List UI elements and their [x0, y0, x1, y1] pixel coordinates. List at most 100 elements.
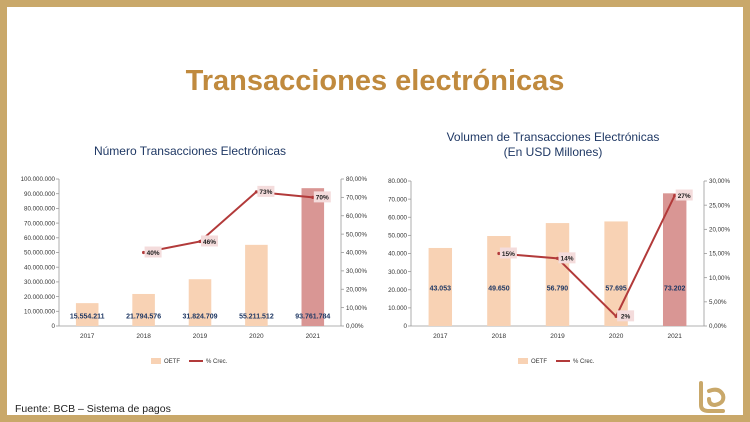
bar-value-label: 57.695 — [605, 286, 627, 293]
y2-tick-label: 0,00% — [709, 323, 727, 330]
legend-label: % Crec. — [206, 359, 228, 365]
growth-label: 40% — [144, 246, 162, 258]
y-tick-label: 0 — [404, 323, 408, 330]
y-tick-label: 40.000.000 — [24, 264, 56, 271]
y2-tick-label: 10,00% — [346, 305, 367, 312]
bar-2021 — [301, 188, 325, 326]
y-tick-label: 50.000.000 — [24, 250, 56, 257]
growth-label-text: 14% — [560, 256, 573, 263]
y-tick-label: 70.000.000 — [24, 220, 56, 227]
bar-2020 — [604, 221, 628, 326]
growth-label-box — [675, 189, 693, 201]
y2-tick-label: 40,00% — [346, 250, 367, 257]
growth-line — [143, 190, 313, 254]
y-tick-label: 70.000 — [388, 196, 407, 203]
y2-tick-label: 25,00% — [709, 202, 730, 209]
y-tick-label: 20.000.000 — [24, 294, 56, 301]
legend-label: % Crec. — [573, 359, 595, 365]
y2-tick-label: 30,00% — [346, 268, 367, 275]
growth-label: 2% — [617, 310, 635, 322]
y2-tick-label: 60,00% — [346, 213, 367, 220]
y2-tick-label: 15,00% — [709, 251, 730, 258]
bar-2019 — [188, 279, 212, 326]
y-tick-label: 90.000.000 — [24, 191, 56, 198]
bar-2018 — [132, 293, 155, 326]
growth-point — [254, 190, 258, 194]
y-tick-label: 40.000 — [388, 251, 407, 258]
growth-point — [614, 314, 618, 318]
x-tick-label: 2020 — [249, 333, 264, 340]
y-tick-label: 60.000 — [388, 214, 407, 221]
x-tick-label: 2021 — [306, 333, 321, 340]
growth-label-text: 73% — [259, 189, 272, 196]
bcb-logo-icon — [699, 381, 726, 413]
bar-value-label: 31.824.709 — [182, 314, 217, 321]
chart-subtitle: (En USD Millones) — [504, 145, 603, 159]
growth-label-text: 46% — [203, 239, 216, 246]
growth-label-box — [144, 246, 162, 258]
x-tick-label: 2020 — [609, 333, 624, 340]
growth-label-box — [499, 247, 517, 259]
bar-value-label: 73.202 — [664, 286, 686, 293]
y-tick-label: 0 — [52, 323, 56, 330]
growth-label-box — [313, 191, 331, 203]
bar-value-label: 93.761.784 — [295, 314, 330, 321]
bar-2018 — [487, 236, 511, 326]
bar-value-label: 43.053 — [430, 286, 452, 293]
growth-label-box — [617, 310, 635, 322]
slide-title: Transacciones electrónicas — [185, 65, 565, 97]
y2-tick-label: 0,00% — [346, 323, 364, 330]
bar-value-label: 55.211.512 — [239, 314, 274, 321]
bar-2021 — [662, 193, 687, 326]
chart-numero-transacciones: Número Transacciones Electrónicas 0 10.000… — [21, 144, 368, 365]
y-tick-label: 60.000.000 — [24, 235, 56, 242]
x-tick-label: 2018 — [136, 333, 151, 340]
growth-label: 70% — [313, 191, 331, 203]
bar-2017 — [428, 247, 453, 326]
growth-point — [497, 251, 501, 256]
x-tick-label: 2019 — [550, 333, 565, 340]
y-tick-label: 80.000 — [388, 178, 407, 185]
growth-label-box — [257, 185, 275, 197]
bar-value-label: 49.650 — [488, 286, 510, 293]
bar-2020 — [245, 244, 268, 326]
growth-label-text: 27% — [678, 193, 691, 200]
y2-tick-label: 20,00% — [709, 227, 730, 234]
bar-value-label: 56.790 — [547, 286, 569, 293]
legend-swatch-bar — [518, 358, 528, 364]
y2-tick-label: 20,00% — [346, 286, 367, 293]
y2-tick-label: 50,00% — [346, 231, 367, 238]
growth-point — [673, 193, 677, 198]
growth-point — [555, 256, 560, 260]
growth-point — [198, 239, 202, 244]
y-tick-label: 30.000.000 — [24, 279, 56, 286]
chart-volumen-transacciones: Volumen de Transacciones Electrónicas(En… — [388, 130, 730, 365]
chart-title: Número Transacciones Electrónicas — [94, 144, 286, 158]
growth-label-text: 15% — [502, 251, 515, 258]
bar-value-label: 21.794.576 — [126, 314, 161, 321]
y2-tick-label: 5,00% — [709, 299, 727, 306]
legend-swatch-bar — [151, 358, 161, 364]
x-tick-label: 2017 — [80, 333, 95, 340]
x-tick-label: 2018 — [492, 333, 507, 340]
growth-label-text: 2% — [621, 314, 631, 321]
source-footer: Fuente: BCB – Sistema de pagos — [15, 403, 171, 415]
growth-label: 46% — [201, 235, 218, 247]
growth-label-box — [201, 235, 218, 247]
y2-tick-label: 10,00% — [709, 275, 730, 282]
growth-label: 73% — [257, 185, 275, 197]
growth-label-box — [558, 252, 576, 264]
legend-label: OETF — [164, 359, 180, 365]
x-tick-label: 2019 — [193, 333, 208, 340]
y-tick-label: 20.000 — [388, 287, 407, 294]
growth-label-text: 40% — [147, 250, 160, 257]
y2-tick-label: 80,00% — [346, 176, 367, 183]
y-tick-label: 50.000 — [388, 233, 407, 240]
growth-label: 15% — [499, 247, 517, 259]
legend-label: OETF — [531, 359, 547, 365]
growth-point — [142, 250, 146, 255]
growth-label-text: 70% — [316, 195, 329, 202]
chart-title: Volumen de Transacciones Electrónicas — [447, 130, 660, 144]
growth-point — [311, 195, 315, 199]
